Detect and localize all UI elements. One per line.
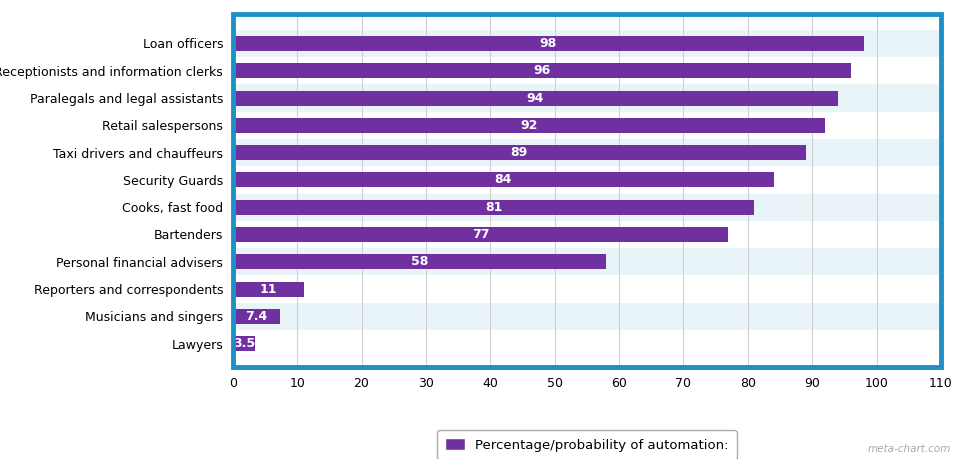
Text: 89: 89	[510, 146, 527, 159]
Bar	[233, 90, 837, 106]
Text: 11: 11	[259, 283, 277, 296]
Text: 7.4: 7.4	[245, 310, 267, 323]
Text: 81: 81	[484, 201, 502, 214]
Bar	[233, 227, 728, 242]
Legend: Percentage/probability of automation:: Percentage/probability of automation:	[437, 430, 735, 459]
Text: 94: 94	[526, 91, 544, 105]
Text: 58: 58	[410, 255, 427, 268]
Bar	[233, 139, 940, 166]
Bar	[233, 309, 280, 324]
Text: 96: 96	[533, 64, 549, 77]
Bar	[233, 281, 303, 297]
Bar	[233, 14, 940, 367]
Text: 3.5: 3.5	[233, 337, 255, 350]
Bar	[233, 302, 940, 330]
Bar	[233, 194, 940, 221]
Bar	[233, 254, 606, 269]
Text: meta-chart.com: meta-chart.com	[866, 444, 950, 454]
Bar	[233, 30, 940, 57]
Bar	[233, 63, 850, 78]
Text: 98: 98	[539, 37, 556, 50]
Text: 84: 84	[494, 174, 512, 186]
Bar	[233, 145, 805, 160]
Text: 92: 92	[519, 119, 537, 132]
Bar	[233, 173, 772, 187]
Text: 77: 77	[471, 228, 489, 241]
Bar	[233, 336, 255, 351]
Bar	[233, 84, 940, 112]
Bar	[233, 118, 825, 133]
Bar	[233, 36, 862, 51]
Bar	[233, 200, 754, 215]
Bar	[233, 248, 940, 275]
